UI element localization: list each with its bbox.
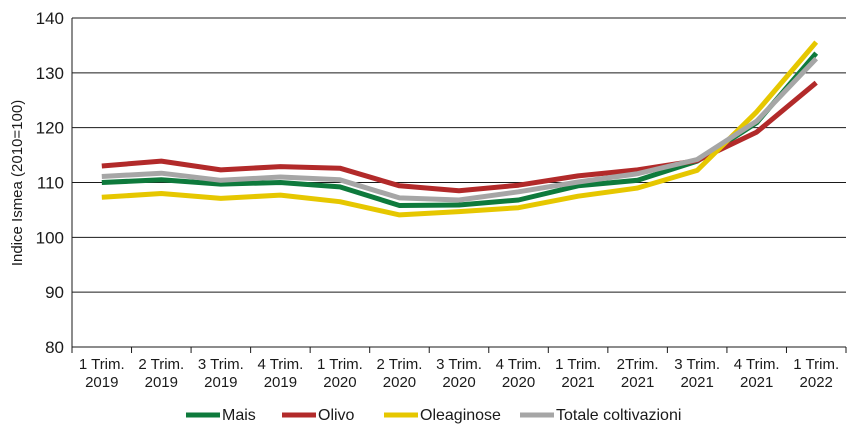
y-axis-ticks: 80 90 100 110 120 130 140: [36, 9, 64, 357]
legend-label-totale-coltivazioni: Totale coltivazioni: [556, 407, 681, 424]
x-tick-label: 4 Trim.: [496, 356, 542, 373]
x-tick-label-year: 2022: [800, 374, 833, 391]
y-axis-label: Indice Ismea (2010=100): [9, 100, 26, 266]
x-tick-label: 2 Trim.: [138, 356, 184, 373]
y-tick-label: 120: [36, 119, 64, 138]
x-tick-label-year: 2021: [740, 374, 773, 391]
legend-label-olivo: Olivo: [318, 407, 355, 424]
y-tick-label: 110: [37, 174, 64, 193]
x-tick-label: 4 Trim.: [257, 356, 303, 373]
x-tick-label-year: 2020: [383, 374, 416, 391]
x-tick-label-year: 2021: [680, 374, 713, 391]
x-tick-label: 1 Trim.: [79, 356, 125, 373]
y-tick-label: 140: [36, 9, 64, 28]
x-tick-label: 1 Trim.: [793, 356, 839, 373]
x-tick-label-year: 2020: [323, 374, 356, 391]
x-tick-label: 1 Trim.: [555, 356, 601, 373]
series-line-olivo: [101, 80, 818, 194]
x-tick-label-year: 2021: [561, 374, 594, 391]
legend: Mais Olivo Oleaginose Totale coltivazioni: [186, 407, 681, 424]
y-tick-label: 130: [36, 64, 64, 83]
x-tick-label-year: 2019: [145, 374, 178, 391]
x-tick-label: 2 Trim.: [377, 356, 423, 373]
x-tick-label-year: 2020: [502, 374, 535, 391]
x-tick-label: 3 Trim.: [436, 356, 482, 373]
legend-label-oleaginose: Oleaginose: [420, 407, 501, 424]
x-tick-label-year: 2019: [85, 374, 118, 391]
x-tick-label: 3 Trim.: [198, 356, 244, 373]
x-tick-label: 3 Trim.: [674, 356, 720, 373]
series-line-oleaginose: [101, 40, 819, 218]
legend-label-mais: Mais: [222, 407, 256, 424]
y-tick-label: 90: [45, 283, 64, 302]
x-tick-label: 1 Trim.: [317, 356, 363, 373]
gridlines: [71, 17, 846, 353]
series-line-totale-coltivazioni: [101, 56, 819, 203]
y-tick-label: 80: [45, 338, 64, 357]
x-tick-label-year: 2020: [442, 374, 475, 391]
y-tick-label: 100: [36, 228, 64, 247]
x-tick-label-year: 2021: [621, 374, 654, 391]
series-lines: [101, 40, 819, 218]
x-tick-label-year: 2019: [264, 374, 297, 391]
x-tick-label-year: 2019: [204, 374, 237, 391]
x-tick-label: 4 Trim.: [734, 356, 780, 373]
x-tick-label: 2Trim.: [617, 356, 659, 373]
